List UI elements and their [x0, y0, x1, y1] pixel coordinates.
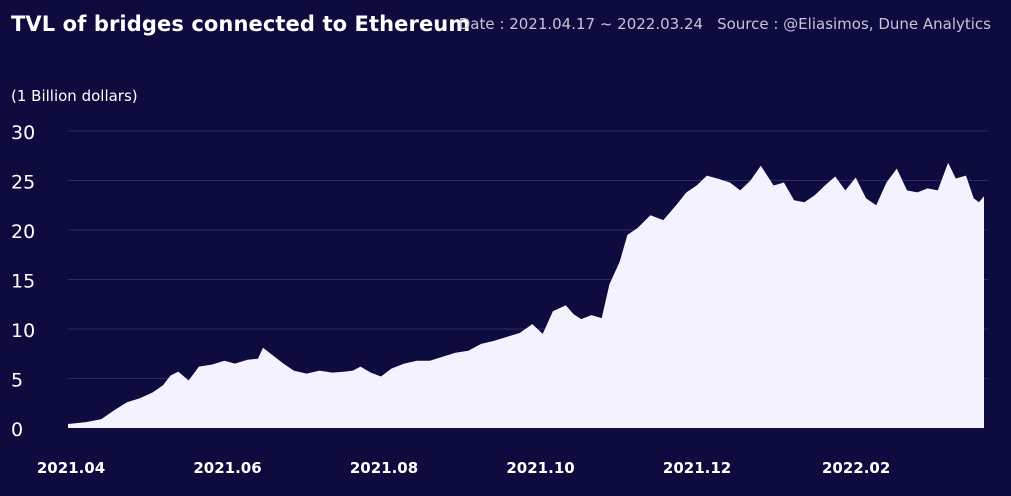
chart-meta: Date : 2021.04.17 ~ 2022.03.24 Source : @…: [459, 15, 991, 33]
source-label: Source : @Eliasimos, Dune Analytics: [717, 15, 991, 33]
y-unit-label: (1 Billion dollars): [11, 87, 138, 105]
y-tick-label-5: 5: [11, 370, 23, 392]
y-tick-label-10: 10: [11, 320, 35, 342]
date-range-label: Date : 2021.04.17 ~ 2022.03.24: [458, 15, 704, 33]
y-tick-label-15: 15: [11, 271, 35, 293]
tvl-area-series: [68, 162, 984, 428]
y-tick-label-0: 0: [11, 419, 23, 441]
x-tick-label-2021.08: 2021.08: [350, 459, 418, 477]
x-tick-label-2021.06: 2021.06: [193, 459, 261, 477]
x-tick-label-2021.12: 2021.12: [663, 459, 731, 477]
x-tick-label-2021.04: 2021.04: [37, 459, 105, 477]
y-tick-label-25: 25: [11, 172, 35, 194]
x-tick-label-2022.02: 2022.02: [822, 459, 890, 477]
chart-title: TVL of bridges connected to Ethereum: [11, 12, 471, 36]
y-tick-label-30: 30: [11, 122, 35, 144]
x-tick-label-2021.10: 2021.10: [506, 459, 574, 477]
y-tick-label-20: 20: [11, 221, 35, 243]
